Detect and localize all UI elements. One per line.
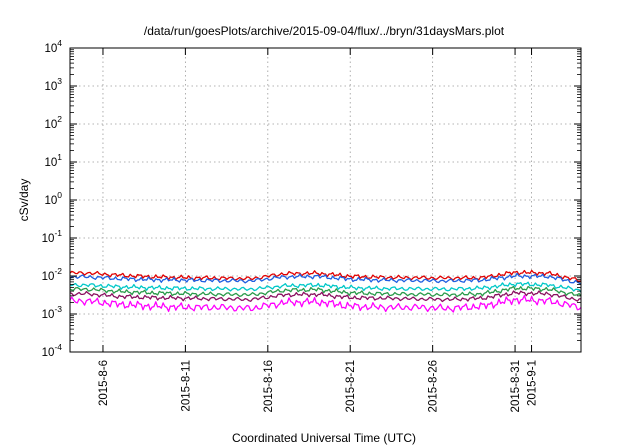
x-axis: 2015-8-6 2015-8-11 2015-8-16 2015-8-21 2015-… bbox=[98, 48, 539, 412]
series-group bbox=[69, 269, 582, 313]
y-tick-label: 10-3 bbox=[42, 304, 63, 321]
y-tick-label: 10-1 bbox=[42, 228, 63, 245]
x-tick-label: 2015-8-11 bbox=[180, 360, 192, 412]
chart-title: /data/run/goesPlots/archive/2015-09-04/f… bbox=[144, 24, 505, 38]
y-tick-label: 10-2 bbox=[42, 266, 63, 283]
x-axis-label: Coordinated Universal Time (UTC) bbox=[232, 431, 416, 445]
series-line-6 bbox=[69, 294, 582, 313]
y-axis-label: cSv/day bbox=[17, 179, 31, 222]
x-tick-label: 2015-8-6 bbox=[98, 360, 110, 406]
y-tick-label: 102 bbox=[44, 114, 62, 131]
grid bbox=[70, 48, 581, 352]
x-tick-label: 2015-9-1 bbox=[527, 360, 539, 406]
series-line-5 bbox=[69, 290, 582, 303]
y-tick-label: 103 bbox=[44, 76, 62, 93]
series-line-3 bbox=[69, 281, 582, 293]
x-tick-label: 2015-8-26 bbox=[428, 360, 440, 412]
series-line-2 bbox=[69, 272, 582, 285]
y-tick-label: 104 bbox=[44, 38, 62, 55]
y-tick-label: 101 bbox=[44, 152, 62, 169]
y-axis: 10-4 10-3 10-2 10-1 100 101 102 103 104 bbox=[42, 38, 581, 359]
x-tick-label: 2015-8-16 bbox=[263, 360, 275, 412]
series-line-1 bbox=[69, 269, 581, 282]
x-tick-label: 2015-8-21 bbox=[345, 360, 357, 412]
y-tick-label: 10-4 bbox=[42, 342, 63, 359]
x-tick-label: 2015-8-31 bbox=[510, 360, 522, 412]
y-tick-label: 100 bbox=[44, 190, 62, 207]
series-line-4 bbox=[69, 285, 582, 298]
